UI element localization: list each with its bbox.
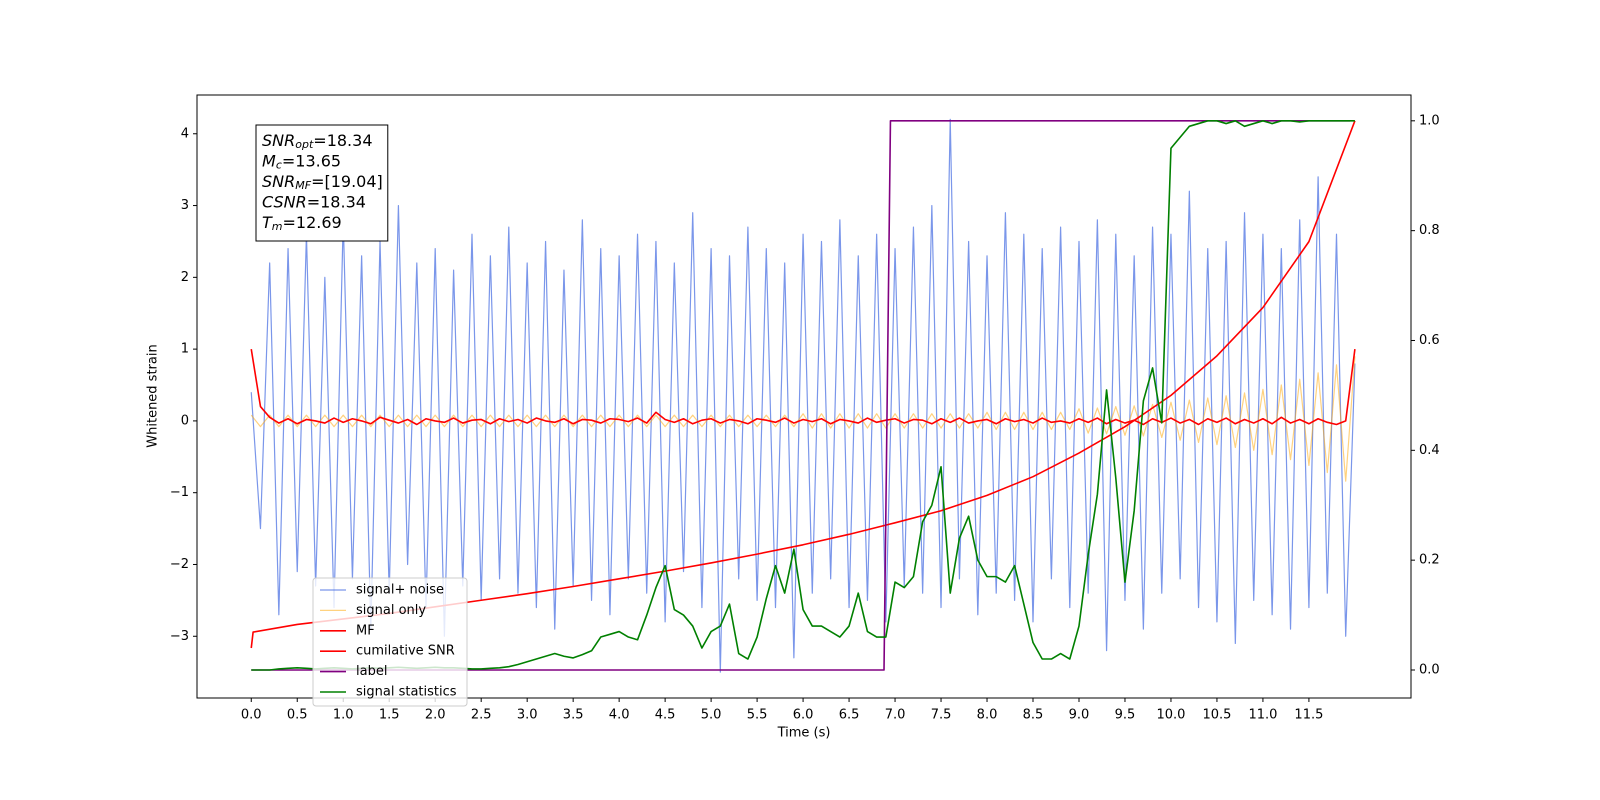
x-tick-label: 0.0 bbox=[241, 708, 262, 723]
legend-label: signal statistics bbox=[356, 685, 457, 700]
x-tick-label: 5.0 bbox=[701, 708, 722, 723]
legend-frame bbox=[312, 577, 468, 707]
annotation-line: Tm=12.69 bbox=[262, 213, 342, 234]
series-line bbox=[251, 120, 1351, 671]
annotation-line: SNRopt=18.34 bbox=[262, 131, 373, 152]
y2-tick-label: 0.8 bbox=[1419, 223, 1440, 238]
x-tick-label: 1.5 bbox=[379, 708, 400, 723]
series-line bbox=[250, 348, 1356, 426]
annotation-value: =13.65 bbox=[282, 151, 341, 170]
y2-tick-label: 1.0 bbox=[1419, 113, 1440, 128]
annotation-line: Mc=13.65 bbox=[262, 151, 341, 172]
annotation-value: =[19.04] bbox=[311, 172, 383, 191]
y-tick-label: 3 bbox=[181, 198, 189, 213]
x-tick-label: 7.5 bbox=[931, 708, 952, 723]
x-tick-label: 3.5 bbox=[563, 708, 584, 723]
x-tick-label: 1.0 bbox=[333, 708, 354, 723]
annotation-value: =18.34 bbox=[307, 192, 366, 211]
annotation-subscript: c bbox=[276, 159, 282, 172]
x-tick-label: 11.0 bbox=[1248, 708, 1277, 723]
y-tick-label: 4 bbox=[181, 126, 189, 141]
y-tick-label: 0 bbox=[181, 413, 189, 428]
x-tick-label: 9.0 bbox=[1069, 708, 1090, 723]
x-tick-label: 9.5 bbox=[1115, 708, 1136, 723]
annotation-box: SNRopt=18.34Mc=13.65SNRMF=[19.04]CSNR=18… bbox=[255, 124, 389, 242]
annotation-symbol: M bbox=[262, 151, 276, 170]
legend-label: label bbox=[356, 664, 387, 679]
annotation-symbol: T bbox=[262, 213, 273, 232]
legend-label: cumilative SNR bbox=[356, 644, 455, 659]
series-line bbox=[250, 118, 1356, 673]
legend-label: MF bbox=[356, 623, 375, 638]
annotation-subscript: MF bbox=[295, 179, 311, 192]
y2-tick-label: 0.4 bbox=[1419, 443, 1440, 458]
series-line bbox=[250, 356, 1356, 482]
x-tick-label: 2.5 bbox=[471, 708, 492, 723]
x-tick-label: 4.0 bbox=[609, 708, 630, 723]
annotation-symbol: SNR bbox=[262, 131, 295, 150]
legend-label: signal+ noise bbox=[356, 583, 444, 598]
axes-frame bbox=[196, 94, 1412, 699]
x-tick-label: 10.5 bbox=[1202, 708, 1231, 723]
y2-tick-label: 0.2 bbox=[1419, 553, 1440, 568]
y-axis-label: Whitened strain bbox=[146, 344, 161, 447]
annotation-subscript: m bbox=[272, 220, 283, 233]
x-tick-label: 3.0 bbox=[517, 708, 538, 723]
x-tick-label: 7.0 bbox=[885, 708, 906, 723]
y2-tick-label: 0.6 bbox=[1419, 333, 1440, 348]
y-tick-label: 2 bbox=[181, 270, 189, 285]
y-tick-label: −2 bbox=[170, 557, 189, 572]
annotation-value: =18.34 bbox=[313, 131, 372, 150]
legend-label: signal only bbox=[356, 603, 426, 618]
x-tick-label: 2.0 bbox=[425, 708, 446, 723]
x-axis-label: Time (s) bbox=[777, 726, 831, 741]
x-tick-label: 6.5 bbox=[839, 708, 860, 723]
x-tick-label: 10.0 bbox=[1156, 708, 1185, 723]
y-tick-label: −1 bbox=[170, 485, 189, 500]
annotation-line: SNRMF=[19.04] bbox=[262, 172, 383, 193]
x-tick-label: 0.5 bbox=[287, 708, 308, 723]
annotation-frame bbox=[255, 124, 389, 242]
x-tick-label: 8.5 bbox=[1023, 708, 1044, 723]
legend: signal+ noise signal only MF cumilative SNR… bbox=[312, 577, 468, 707]
x-tick-label: 5.5 bbox=[747, 708, 768, 723]
annotation-subscript: opt bbox=[295, 138, 314, 151]
y-tick-label: −3 bbox=[170, 629, 189, 644]
x-tick-label: 6.0 bbox=[793, 708, 814, 723]
x-tick-label: 4.5 bbox=[655, 708, 676, 723]
x-tick-label: 8.0 bbox=[977, 708, 998, 723]
annotation-line: CSNR=18.34 bbox=[262, 192, 366, 211]
x-tick-label: 11.5 bbox=[1294, 708, 1323, 723]
y2-tick-label: 0.0 bbox=[1419, 662, 1440, 677]
annotation-value: =12.69 bbox=[283, 213, 342, 232]
y-tick-label: 1 bbox=[181, 342, 189, 357]
annotation-symbol: SNR bbox=[262, 172, 295, 191]
annotation-symbol: CSNR bbox=[262, 192, 307, 211]
